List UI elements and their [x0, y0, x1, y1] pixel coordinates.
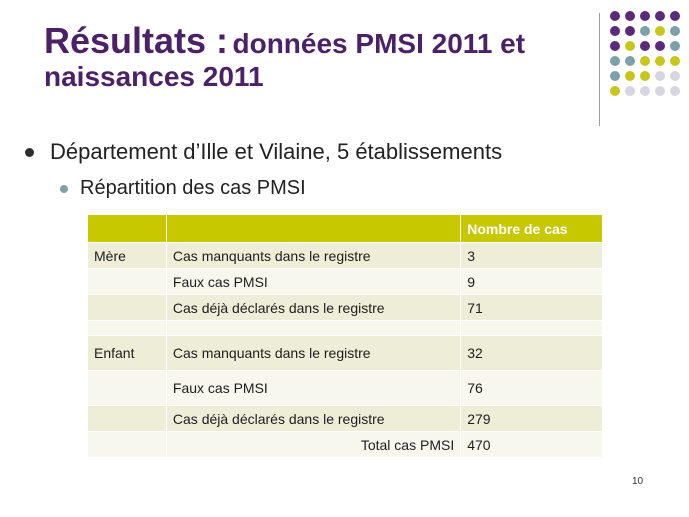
decorative-dot	[640, 56, 650, 66]
decorative-dot	[610, 86, 620, 96]
table-cell-group	[87, 320, 167, 336]
decorative-dot	[640, 41, 650, 51]
table-cell-count: 71	[460, 294, 603, 321]
decorative-dot	[655, 26, 665, 36]
bullet-marker	[60, 184, 68, 193]
table-cell-group	[87, 294, 167, 321]
table-row: Faux cas PMSI 9	[87, 268, 603, 295]
table-cell-label	[165, 320, 462, 336]
table-header-cell: Nombre de cas	[460, 214, 603, 243]
table-cell-label: Faux cas PMSI	[165, 268, 462, 295]
table-cell-group	[87, 405, 167, 432]
decorative-dot	[670, 56, 680, 66]
decorative-dot	[670, 11, 680, 21]
table-row: Enfant Cas manquants dans le registre 32	[87, 335, 603, 371]
table-cell-label: Cas déjà déclarés dans le registre	[165, 405, 462, 432]
table-row-total: Total cas PMSI 470	[87, 431, 603, 458]
table-row: Cas déjà déclarés dans le registre 279	[87, 405, 603, 432]
table-row-spacer	[87, 320, 603, 336]
bullet-level-1-text: Département d’Ille et Vilaine, 5 établis…	[50, 139, 503, 164]
title-main: Résultats :	[44, 20, 229, 61]
table-cell-count: 76	[460, 370, 603, 406]
table-header-cell	[87, 214, 167, 243]
table-cell-group	[87, 431, 167, 458]
decorative-dot	[610, 56, 620, 66]
page-number: 10	[632, 476, 644, 487]
decorative-dot	[655, 86, 665, 96]
decorative-dot	[625, 71, 635, 81]
table-cell-label: Cas déjà déclarés dans le registre	[165, 294, 462, 321]
table-header-cell	[165, 214, 462, 243]
pmsi-cases-table: Nombre de cas Mère Cas manquants dans le…	[87, 214, 603, 458]
decorative-dot	[610, 71, 620, 81]
table-cell-group: Enfant	[87, 335, 167, 371]
decorative-dot	[655, 56, 665, 66]
table-cell-count: 279	[460, 405, 603, 432]
table-cell-group	[87, 370, 167, 406]
decorative-dot	[670, 71, 680, 81]
table-cell-count	[460, 320, 603, 336]
table-cell-total-count: 470	[460, 431, 603, 458]
table-cell-label: Cas manquants dans le registre	[165, 335, 462, 371]
table-cell-label: Faux cas PMSI	[165, 370, 462, 406]
table-row: Faux cas PMSI 76	[87, 370, 603, 406]
bullet-level-1: Département d’Ille et Vilaine, 5 établis…	[25, 139, 502, 165]
table-row: Mère Cas manquants dans le registre 3	[87, 242, 603, 269]
slide-title: Résultats : données PMSI 2011 et naissan…	[44, 20, 584, 92]
vertical-divider	[599, 13, 600, 126]
bullet-level-2-text: Répartition des cas PMSI	[80, 177, 306, 199]
decorative-dot	[670, 41, 680, 51]
decorative-dot	[640, 11, 650, 21]
table-cell-group	[87, 268, 167, 295]
table-cell-label: Cas manquants dans le registre	[165, 242, 462, 269]
decorative-dot	[670, 26, 680, 36]
decorative-dot	[640, 26, 650, 36]
decorative-dot-grid	[610, 11, 680, 111]
decorative-dot	[625, 26, 635, 36]
table-cell-group: Mère	[87, 242, 167, 269]
decorative-dot	[625, 11, 635, 21]
decorative-dot	[655, 41, 665, 51]
decorative-dot	[655, 71, 665, 81]
decorative-dot	[625, 56, 635, 66]
decorative-dot	[670, 86, 680, 96]
decorative-dot	[610, 41, 620, 51]
table-header-row: Nombre de cas	[87, 214, 603, 243]
decorative-dot	[640, 71, 650, 81]
bullet-marker	[25, 147, 34, 157]
decorative-dot	[610, 26, 620, 36]
table-row: Cas déjà déclarés dans le registre 71	[87, 294, 603, 321]
decorative-dot	[625, 86, 635, 96]
decorative-dot	[610, 11, 620, 21]
bullet-level-2: Répartition des cas PMSI	[60, 177, 306, 200]
decorative-dot	[625, 41, 635, 51]
table-cell-count: 32	[460, 335, 603, 371]
table-cell-total-label: Total cas PMSI	[165, 431, 462, 458]
decorative-dot	[640, 86, 650, 96]
title-sub-line2: naissances 2011	[44, 60, 264, 92]
table-cell-count: 9	[460, 268, 603, 295]
table-cell-count: 3	[460, 242, 603, 269]
decorative-dot	[655, 11, 665, 21]
title-sub-line1: données PMSI 2011 et	[232, 28, 526, 59]
